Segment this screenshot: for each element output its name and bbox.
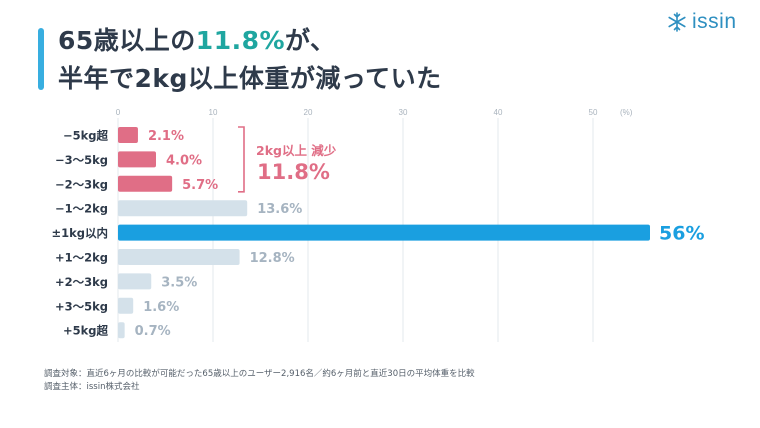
x-tick-label: 0 <box>116 108 121 117</box>
title-line-2: 半年で2kg以上体重が減っていた <box>58 64 442 93</box>
bar <box>118 151 156 168</box>
title-highlight: 11.8% <box>195 26 286 55</box>
survey-target-note: 調査対象：直近6ヶ月の比較が可能だった65歳以上のユーザー2,916名／約6ヶ月… <box>44 369 475 379</box>
category-label: −1〜2kg <box>55 202 108 216</box>
x-unit-label: (%) <box>620 108 633 117</box>
value-label: 5.7% <box>182 178 218 193</box>
value-label: 13.6% <box>257 202 302 217</box>
bar <box>118 297 134 314</box>
snowflake-icon <box>668 12 686 32</box>
x-tick-label: 30 <box>399 108 408 117</box>
category-label: ±1kg以内 <box>51 226 108 240</box>
survey-owner-note: 調査主体：issin株式会社 <box>44 382 140 392</box>
value-label: 56% <box>659 223 704 245</box>
bar <box>118 127 138 143</box>
logo-text: issin <box>692 10 737 33</box>
value-label: 1.6% <box>143 300 179 315</box>
footnotes: 調査対象：直近6ヶ月の比較が可能だった65歳以上のユーザー2,916名／約6ヶ月… <box>44 368 475 394</box>
page-title: 65歳以上の11.8%が、 半年で2kg以上体重が減っていた <box>58 22 442 98</box>
title-line-1-post: が、 <box>285 26 336 55</box>
issin-logo: issin <box>666 10 737 34</box>
x-tick-label: 40 <box>494 108 503 117</box>
title-line-1-pre: 65歳以上の <box>58 26 196 55</box>
x-tick-label: 20 <box>304 108 313 117</box>
value-label: 4.0% <box>166 153 202 168</box>
bar <box>118 249 240 265</box>
value-label: 2.1% <box>148 129 184 144</box>
bar <box>118 224 650 241</box>
category-label: +2〜3kg <box>55 275 108 289</box>
x-tick-label: 10 <box>209 108 218 117</box>
category-label: −3〜5kg <box>55 153 108 167</box>
category-label: +5kg超 <box>63 324 109 338</box>
bar <box>118 273 152 290</box>
bracket-label: 2kg以上 減少 <box>256 143 337 158</box>
category-label: +3〜5kg <box>55 299 108 313</box>
bar <box>118 322 125 339</box>
value-label: 0.7% <box>135 324 171 339</box>
category-label: +1〜2kg <box>55 251 108 265</box>
title-line-1: 65歳以上の11.8%が、 <box>58 22 442 60</box>
category-label: −5kg超 <box>63 129 109 143</box>
title-accent-bar <box>38 28 44 90</box>
loss-bracket <box>238 126 245 193</box>
bar <box>118 175 173 192</box>
x-tick-label: 50 <box>589 108 598 117</box>
bar <box>118 200 248 217</box>
value-label: 3.5% <box>161 275 197 290</box>
value-label: 12.8% <box>250 251 295 266</box>
bracket-value: 11.8% <box>257 160 330 184</box>
category-label: −2〜3kg <box>55 177 108 191</box>
